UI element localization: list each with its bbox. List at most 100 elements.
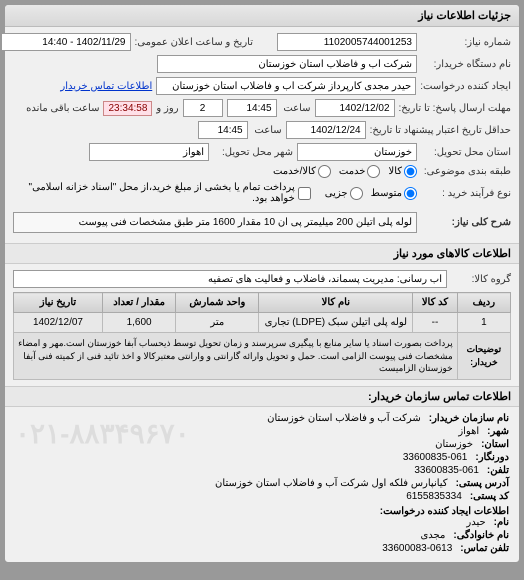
contact-province-label: استان: bbox=[481, 439, 509, 450]
buy-small-option[interactable]: متوسط bbox=[371, 187, 417, 200]
req-family-label: نام خانوادگی: bbox=[453, 530, 509, 541]
th-name: نام کالا bbox=[259, 293, 413, 313]
th-qty: مقدار / تعداد bbox=[102, 293, 175, 313]
details-panel: جزئیات اطلاعات نیاز شماره نیاز: تاریخ و … bbox=[4, 4, 520, 563]
announce-label: تاریخ و ساعت اعلان عمومی: bbox=[135, 37, 254, 48]
deadline-label: مهلت ارسال پاسخ: تا تاریخ: bbox=[399, 103, 511, 114]
req-name-row: نام: حیدر bbox=[15, 517, 509, 528]
days-remain-label: روز و bbox=[156, 103, 178, 114]
contact-postal-row: کد پستی: 6155835334 bbox=[15, 491, 509, 502]
contact-postal: 6155835334 bbox=[406, 491, 462, 502]
refund-note: پرداخت تمام یا بخشی از مبلغ خرید،از محل … bbox=[13, 182, 295, 204]
req-phone-row: تلفن تماس: 33600083-0613 bbox=[15, 543, 509, 554]
req-family: مجدی bbox=[420, 530, 445, 541]
buy-type-radio-group: متوسط جزیی bbox=[325, 187, 417, 200]
buy-partial-option[interactable]: جزیی bbox=[325, 187, 363, 200]
buy-partial-radio[interactable] bbox=[350, 187, 363, 200]
cell-code: -- bbox=[413, 313, 457, 333]
request-no-input[interactable] bbox=[277, 33, 417, 51]
contact-address-label: آدرس پستی: bbox=[456, 478, 509, 489]
cat-service-option[interactable]: خدمت bbox=[339, 165, 381, 178]
cat-service-radio[interactable] bbox=[367, 165, 380, 178]
contact-org: شرکت آب و فاضلاب استان خوزستان bbox=[267, 413, 421, 424]
table-note-row: توضیحات خریدار: پرداخت بصورت اسناد یا سا… bbox=[14, 333, 511, 380]
goods-section-title: اطلاعات کالاهای مورد نیاز bbox=[5, 243, 519, 264]
row-delivery: استان محل تحویل: شهر محل تحویل: bbox=[13, 143, 511, 161]
valid-time-input[interactable] bbox=[198, 121, 248, 139]
goods-table: ردیف کد کالا نام کالا واحد شمارش مقدار /… bbox=[13, 292, 511, 380]
contact-province-row: استان: خوزستان bbox=[15, 439, 509, 450]
cell-index: 1 bbox=[457, 313, 510, 333]
contact-tel-label: تلفن: bbox=[487, 465, 509, 476]
contact-link[interactable]: اطلاعات تماس خریدار bbox=[60, 81, 152, 92]
contact-org-label: نام سازمان خریدار: bbox=[429, 413, 509, 424]
table-row: 1 -- لوله پلی اتیلن سبک (LDPE) تجاری متر… bbox=[14, 313, 511, 333]
announce-input[interactable] bbox=[1, 33, 131, 51]
goods-group-input[interactable] bbox=[13, 270, 447, 288]
deadline-time-label: ساعت bbox=[281, 103, 311, 114]
req-name-label: نام: bbox=[494, 517, 509, 528]
deadline-date-input[interactable] bbox=[315, 99, 395, 117]
goods-group-label: گروه کالا: bbox=[451, 274, 511, 285]
buyer-org-label: نام دستگاه خریدار: bbox=[421, 59, 511, 70]
refund-checkbox[interactable] bbox=[298, 187, 311, 200]
contact-city-label: شهر: bbox=[487, 426, 509, 437]
delivery-city-label: شهر محل تحویل: bbox=[213, 147, 293, 158]
th-code: کد کالا bbox=[413, 293, 457, 313]
contact-postal-label: کد پستی: bbox=[470, 491, 509, 502]
form-body: شماره نیاز: تاریخ و ساعت اعلان عمومی: نا… bbox=[5, 27, 519, 243]
contact-fax-row: دورنگار: 33600835-061 bbox=[15, 452, 509, 463]
delivery-place-label: استان محل تحویل: bbox=[421, 147, 511, 158]
th-unit: واحد شمارش bbox=[176, 293, 259, 313]
th-index: ردیف bbox=[457, 293, 510, 313]
cat-goods-option[interactable]: کالا bbox=[388, 165, 417, 178]
buyer-org-input[interactable] bbox=[157, 55, 417, 73]
req-contact-title: اطلاعات ایجاد کننده درخواست: bbox=[15, 506, 509, 517]
contact-tel: 33600835-061 bbox=[414, 465, 479, 476]
row-valid: حداقل تاریخ اعتبار پیشنهاد تا تاریخ: ساع… bbox=[13, 121, 511, 139]
contact-city: اهواز bbox=[458, 426, 479, 437]
deadline-time-input[interactable] bbox=[227, 99, 277, 117]
subject-label: شرح کلی نیاز: bbox=[421, 217, 511, 228]
row-subject: شرح کلی نیاز: لوله پلی اتیلن 200 میلیمتر… bbox=[13, 212, 511, 233]
row-goods-group: گروه کالا: bbox=[13, 270, 511, 288]
row-category: طبقه بندی موضوعی: کالا خدمت کالا/خدمت bbox=[13, 165, 511, 178]
cell-qty: 1,600 bbox=[102, 313, 175, 333]
creator-input[interactable] bbox=[156, 77, 416, 95]
refund-option[interactable]: پرداخت تمام یا بخشی از مبلغ خرید،از محل … bbox=[13, 182, 311, 204]
contact-fax-label: دورنگار: bbox=[475, 452, 509, 463]
th-date: تاریخ نیاز bbox=[14, 293, 103, 313]
contact-address-row: آدرس پستی: کیانپارس فلکه اول شرکت آب و ف… bbox=[15, 478, 509, 489]
contact-fax: 33600835-061 bbox=[403, 452, 468, 463]
row-creator: ایجاد کننده درخواست: اطلاعات تماس خریدار bbox=[13, 77, 511, 95]
cell-name: لوله پلی اتیلن سبک (LDPE) تجاری bbox=[259, 313, 413, 333]
category-label: طبقه بندی موضوعی: bbox=[421, 166, 511, 177]
goods-body: گروه کالا: ردیف کد کالا نام کالا واحد شم… bbox=[5, 264, 519, 386]
req-phone-label: تلفن تماس: bbox=[460, 543, 509, 554]
valid-date-input[interactable] bbox=[286, 121, 366, 139]
contact-city-row: شهر: اهواز bbox=[15, 426, 509, 437]
delivery-province-input[interactable] bbox=[297, 143, 417, 161]
subject-box: لوله پلی اتیلن 200 میلیمتر پی ان 10 مقدا… bbox=[13, 212, 417, 233]
row-deadline: مهلت ارسال پاسخ: تا تاریخ: ساعت روز و 23… bbox=[13, 99, 511, 117]
creator-label: ایجاد کننده درخواست: bbox=[420, 81, 511, 92]
note-cell: پرداخت بصورت اسناد یا سایر منابع با پیگی… bbox=[14, 333, 458, 380]
buy-small-radio[interactable] bbox=[404, 187, 417, 200]
contact-org-row: نام سازمان خریدار: شرکت آب و فاضلاب استا… bbox=[15, 413, 509, 424]
req-phone: 33600083-0613 bbox=[382, 543, 452, 554]
contact-province: خوزستان bbox=[435, 439, 473, 450]
days-remain-input[interactable] bbox=[183, 99, 223, 117]
countdown-label: ساعت باقی مانده bbox=[26, 103, 99, 114]
panel-title: جزئیات اطلاعات نیاز bbox=[5, 5, 519, 27]
cat-goods-service-radio[interactable] bbox=[318, 165, 331, 178]
valid-time-label: ساعت bbox=[252, 125, 282, 136]
cell-date: 1402/12/07 bbox=[14, 313, 103, 333]
row-buyer-org: نام دستگاه خریدار: bbox=[13, 55, 511, 73]
cell-unit: متر bbox=[176, 313, 259, 333]
row-buy-type: نوع فرآیند خرید : متوسط جزیی پرداخت تمام… bbox=[13, 182, 511, 204]
cat-goods-radio[interactable] bbox=[404, 165, 417, 178]
cat-goods-service-option[interactable]: کالا/خدمت bbox=[273, 165, 331, 178]
buy-type-label: نوع فرآیند خرید : bbox=[421, 188, 511, 199]
req-name: حیدر bbox=[466, 517, 485, 528]
delivery-city-input[interactable] bbox=[89, 143, 209, 161]
